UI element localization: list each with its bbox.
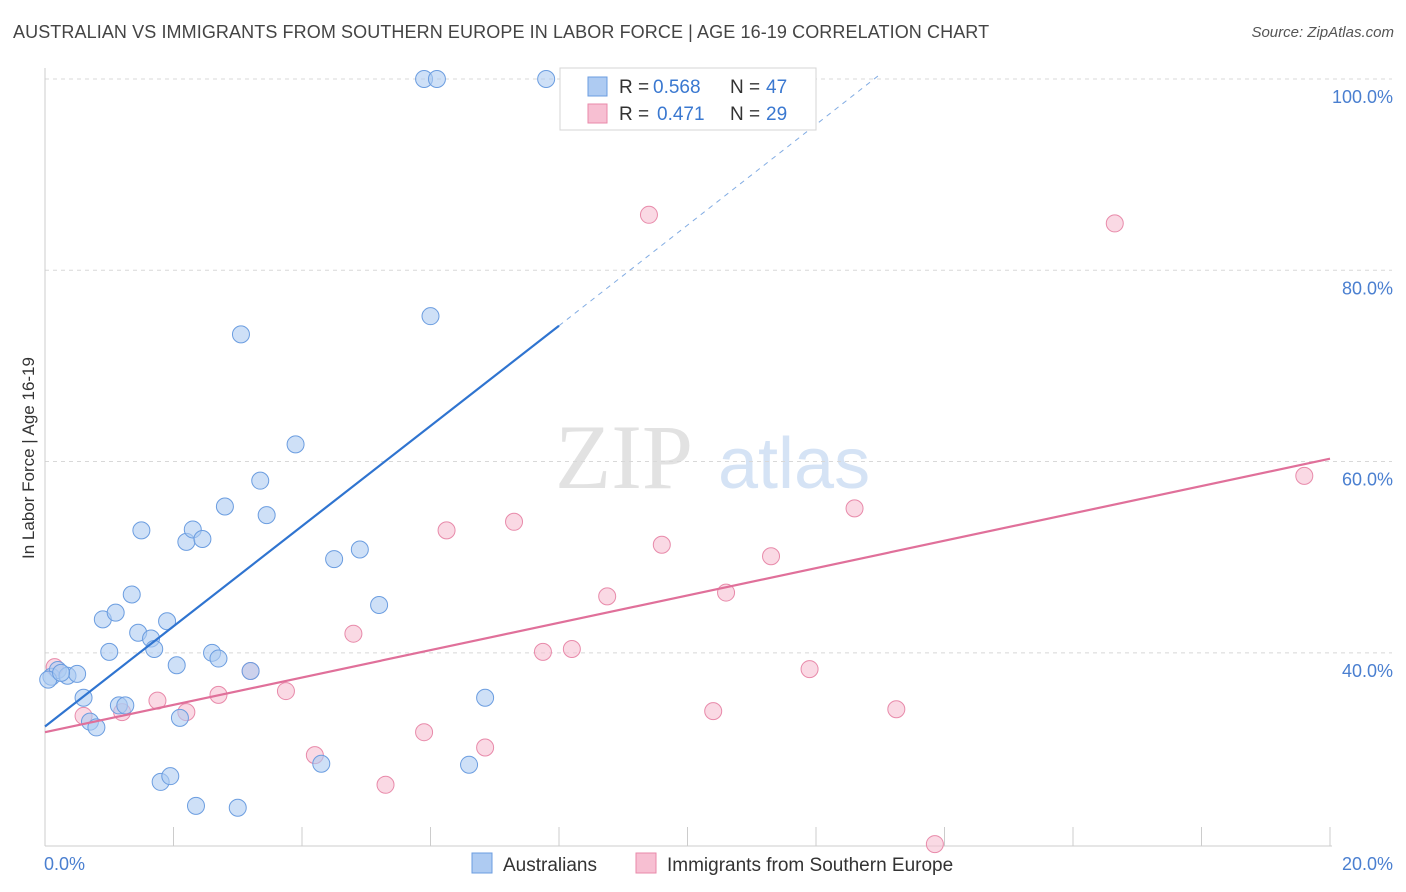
y-tick-label-1: 60.0% — [1342, 470, 1393, 490]
legend-r-label-1: R = — [619, 77, 649, 98]
australians-point-12 — [122, 585, 141, 604]
legend-r-value-2: 0.471 — [657, 104, 705, 125]
immigrants-point-26 — [925, 835, 944, 854]
australians-point-9 — [106, 603, 125, 622]
y-tick-label-0: 40.0% — [1342, 661, 1393, 681]
immigrants-point-9 — [344, 624, 363, 643]
immigrants-point-28 — [1295, 466, 1314, 485]
y-tick-label-2: 80.0% — [1342, 278, 1393, 298]
australians-point-27 — [209, 649, 228, 668]
australians-point-40 — [421, 307, 440, 326]
trend-lines — [44, 73, 1331, 734]
australians-point-41 — [427, 70, 446, 88]
australians-point-32 — [251, 471, 270, 490]
y-axis-label: In Labor Force | Age 16-19 — [19, 357, 38, 559]
legend-swatch-australians — [587, 76, 608, 97]
legend-n-label-1: N = — [730, 77, 760, 98]
immigrants-point-27 — [1105, 214, 1124, 233]
immigrants-point-11 — [415, 723, 434, 742]
immigrants-point-24 — [845, 499, 864, 518]
correlation-legend: R = 0.568 N = 47 R = 0.471 N = 29 — [559, 67, 817, 131]
gridlines — [45, 78, 1392, 654]
australians-point-20 — [167, 656, 186, 675]
australians-point-37 — [350, 540, 369, 559]
bottom-legend-swatch-immigrants — [635, 852, 657, 874]
australians-point-18 — [158, 612, 177, 631]
immigrants-point-10 — [376, 775, 395, 794]
immigrants-trend-line — [44, 457, 1331, 734]
immigrants-point-13 — [476, 738, 495, 757]
legend-r-label-2: R = — [619, 104, 649, 125]
australians-point-24 — [186, 796, 205, 815]
watermark: ZIP atlas — [555, 406, 870, 508]
australians-point-42 — [460, 755, 479, 774]
australians-point-25 — [193, 530, 212, 549]
source-label: Source: ZipAtlas.com — [1251, 24, 1394, 41]
legend-swatch-immigrants — [587, 103, 608, 124]
immigrants-point-16 — [562, 639, 581, 658]
australians-point-33 — [257, 506, 276, 525]
immigrants-point-15 — [533, 642, 552, 661]
legend-r-value-1: 0.568 — [653, 77, 701, 98]
axes — [44, 68, 1332, 847]
y-tick-labels: 40.0% 60.0% 80.0% 100.0% — [1332, 87, 1393, 681]
australians-point-8 — [100, 642, 119, 661]
series-immigrants-points — [45, 205, 1314, 854]
australians-point-46 — [52, 663, 71, 682]
australians-point-19 — [161, 767, 180, 786]
australians-point-35 — [312, 754, 331, 773]
australians-point-38 — [370, 595, 389, 614]
australians-point-44 — [537, 70, 556, 88]
watermark-atlas: atlas — [718, 424, 870, 504]
australians-point-31 — [241, 661, 260, 680]
australians-point-3 — [68, 664, 87, 683]
australians-point-21 — [170, 708, 189, 727]
immigrants-point-14 — [505, 512, 524, 531]
australians-trend-extension — [558, 73, 881, 327]
immigrants-point-22 — [762, 547, 781, 566]
immigrants-point-18 — [639, 205, 658, 224]
immigrants-point-20 — [704, 702, 723, 721]
x-tick-label-min: 0.0% — [44, 854, 85, 874]
y-tick-label-3: 100.0% — [1332, 87, 1393, 107]
immigrants-point-25 — [887, 700, 906, 719]
bottom-legend-label-australians: Australians — [503, 855, 597, 876]
immigrants-point-19 — [652, 535, 671, 554]
immigrants-point-17 — [598, 587, 617, 606]
bottom-legend-label-immigrants: Immigrants from Southern Europe — [667, 855, 953, 876]
immigrants-point-23 — [800, 660, 819, 679]
australians-trend-line — [44, 324, 560, 728]
immigrants-point-7 — [276, 682, 295, 701]
legend-n-value-1: 47 — [766, 77, 787, 98]
series-legend: Australians Immigrants from Southern Eur… — [471, 852, 953, 876]
australians-point-11 — [116, 696, 135, 715]
australians-point-34 — [286, 435, 305, 454]
legend-n-label-2: N = — [730, 104, 760, 125]
immigrants-point-12 — [437, 521, 456, 540]
australians-point-43 — [476, 688, 495, 707]
legend-n-value-2: 29 — [766, 104, 787, 125]
x-tick-label-max: 20.0% — [1342, 854, 1393, 874]
australians-point-14 — [132, 521, 151, 540]
australians-point-29 — [228, 798, 247, 817]
australians-point-16 — [145, 639, 164, 658]
x-tick-labels: 0.0% 20.0% — [44, 854, 1393, 874]
chart-title: AUSTRALIAN VS IMMIGRANTS FROM SOUTHERN E… — [13, 22, 990, 42]
series-australians-points — [39, 70, 556, 817]
australians-point-28 — [215, 497, 234, 516]
bottom-legend-swatch-australians — [471, 852, 493, 874]
australians-point-30 — [231, 325, 250, 344]
watermark-zip: ZIP — [555, 406, 693, 508]
australians-point-36 — [325, 550, 344, 569]
x-tick-marks — [173, 827, 1331, 846]
